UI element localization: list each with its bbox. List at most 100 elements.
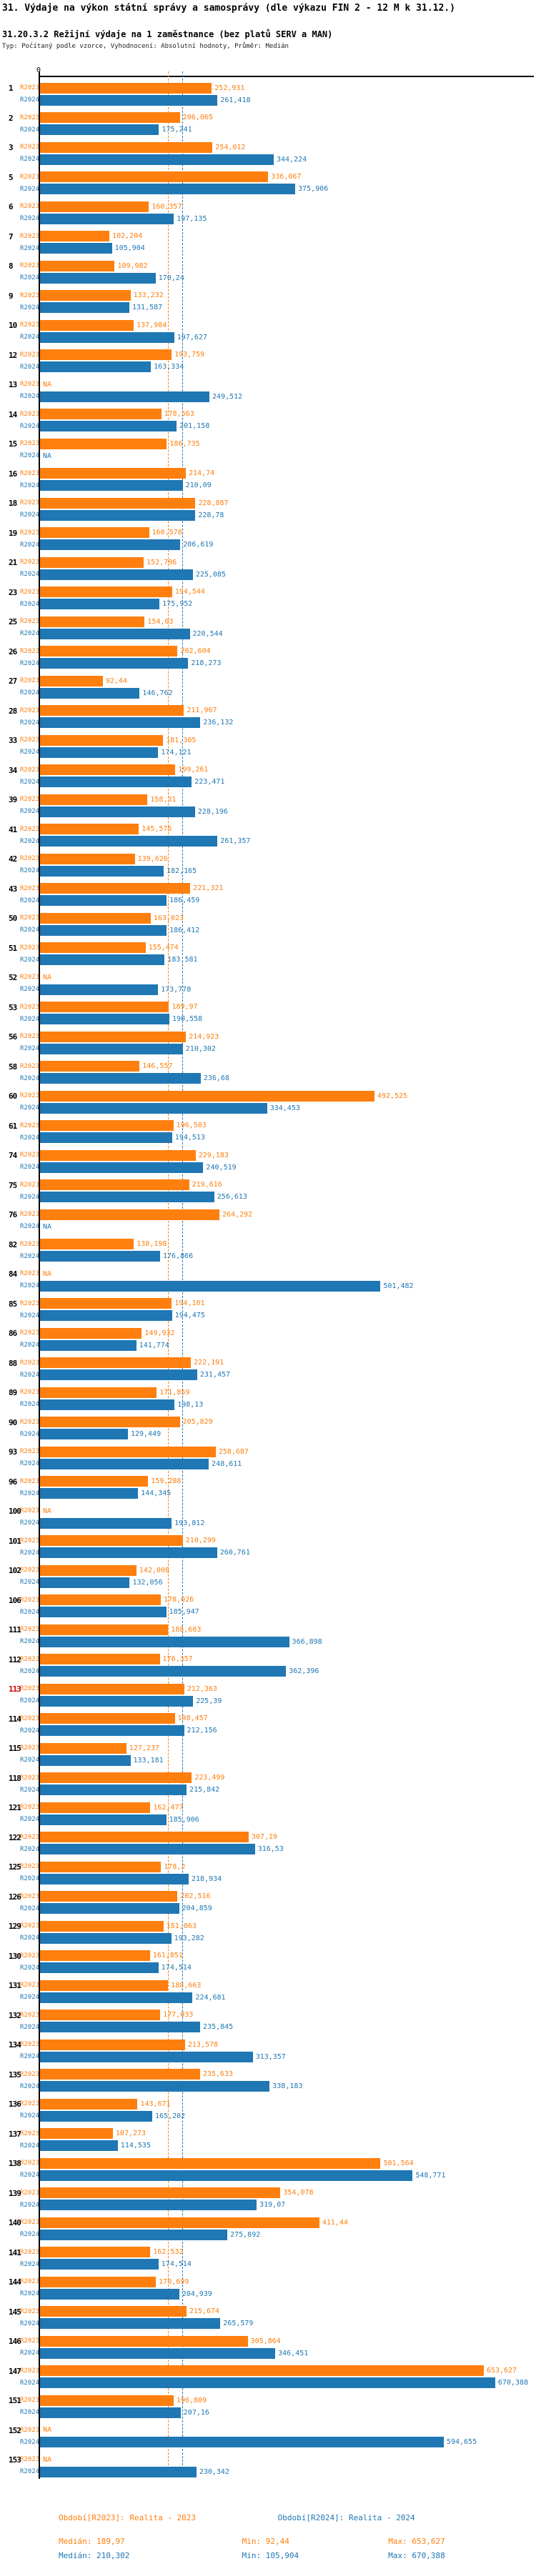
value-label-r2024: 334,453	[269, 1104, 300, 1112]
series-label-r2024: R2024	[20, 1845, 40, 1853]
series-label-r2023: R2023	[20, 1359, 40, 1367]
chart-group: 114 R2023 198,457 R2024 212,156	[0, 1708, 536, 1738]
series-label-r2023: R2023	[20, 1003, 40, 1011]
chart-group: 86 R2023 149,932 R2024 141,774	[0, 1322, 536, 1352]
chart-group: 51 R2023 155,474 R2024 183,581	[0, 937, 536, 967]
group-number: 141	[9, 2247, 21, 2257]
value-label-r2023: 188,663	[171, 1625, 202, 1634]
series-label-r2024: R2024	[20, 215, 40, 222]
axis-vertical-line	[39, 71, 40, 2479]
bar-row-r2024: R2024 173,778	[20, 984, 536, 996]
value-label-r2024: 105,904	[114, 244, 145, 252]
series-label-r2024: R2024	[20, 2172, 40, 2179]
bar-r2023	[40, 1920, 164, 1932]
bar-row-r2023: R2023 NA	[20, 1505, 536, 1517]
value-label-r2023: 155,474	[148, 944, 179, 952]
bar-r2024	[40, 509, 196, 521]
group-number: 152	[9, 2425, 21, 2435]
bar-row-r2024: R2024 344,224	[20, 154, 536, 166]
series-label-r2023: R2023	[20, 2426, 40, 2434]
chart-group: 115 R2023 127,237 R2024 133,181	[0, 1737, 536, 1767]
series-label-r2023: R2023	[20, 588, 40, 596]
series-label-r2024: R2024	[20, 2409, 40, 2416]
value-label-r2024: 223,471	[194, 778, 225, 786]
summary-stats: Medián: 189,97 Min: 92,44 Max: 653,627 M…	[0, 2537, 536, 2565]
bar-r2024	[40, 806, 195, 817]
bar-row-r2024: R2024 185,906	[20, 1814, 536, 1826]
chart-group: 3 R2023 254,012 R2024 344,224	[0, 136, 536, 166]
series-label-r2024: R2024	[20, 1252, 40, 1260]
series-label-r2024: R2024	[20, 808, 40, 815]
value-label-r2024: 316,53	[257, 1845, 284, 1853]
value-label-r2024: 230,342	[199, 2467, 229, 2476]
value-label-r2024: 228,78	[198, 511, 224, 519]
bar-row-r2023: R2023 264,292	[20, 1209, 536, 1221]
legend-r2024: Období[R2024]: Realita - 2024	[277, 2512, 415, 2522]
bar-r2023	[40, 260, 115, 271]
bar-r2024	[40, 124, 159, 135]
bar-r2023	[40, 734, 164, 746]
bar-row-r2024: R2024 197,135	[20, 213, 536, 225]
chart-group: 13 R2023 NA R2024 249,512	[0, 374, 536, 404]
series-label-r2023: R2023	[20, 2070, 40, 2078]
bar-row-r2023: R2023 235,633	[20, 2068, 536, 2080]
value-label-r2023: NA	[43, 2426, 52, 2434]
value-label-r2024: 210,09	[185, 481, 212, 489]
series-label-r2024: R2024	[20, 1074, 40, 1082]
series-label-r2023: R2023	[20, 203, 40, 210]
value-label-r2023: 177,033	[163, 2011, 194, 2019]
bar-row-r2024: R2024 228,196	[20, 806, 536, 818]
value-label-r2023: 212,363	[187, 1684, 217, 1693]
series-label-r2023: R2023	[20, 737, 40, 744]
bar-r2023	[40, 2335, 248, 2347]
bar-row-r2024: R2024 275,892	[20, 2229, 536, 2241]
bar-r2024	[40, 2466, 197, 2477]
bar-row-r2024: R2024 338,183	[20, 2080, 536, 2092]
bar-row-r2024: R2024 NA	[20, 1221, 536, 1233]
bar-r2023	[40, 2069, 200, 2080]
series-label-r2024: R2024	[20, 630, 40, 637]
chart-group: 50 R2023 163,023 R2024 186,412	[0, 907, 536, 937]
bar-row-r2024: R2024 256,613	[20, 1191, 536, 1203]
bar-row-r2023: R2023 205,829	[20, 1416, 536, 1428]
bar-row-r2023: R2023 307,19	[20, 1831, 536, 1843]
bar-r2023	[40, 409, 162, 419]
bar-row-r2024: R2024 198,13	[20, 1399, 536, 1411]
bar-row-r2024: R2024 174,514	[20, 2258, 536, 2270]
value-label-r2023: 109,982	[117, 261, 148, 270]
value-label-r2024: 212,156	[187, 1727, 217, 1734]
bar-r2024	[40, 895, 167, 906]
value-label-r2024: 338,183	[272, 2082, 303, 2090]
bar-r2024	[40, 1192, 214, 1202]
series-label-r2024: R2024	[20, 986, 40, 993]
value-label-r2023: 162,532	[153, 2248, 184, 2256]
value-label-r2024: 174,514	[161, 2260, 192, 2268]
series-label-r2024: R2024	[20, 2350, 40, 2357]
value-label-r2024: 218,934	[191, 1874, 222, 1883]
value-label-r2023: 178,2	[164, 1862, 186, 1871]
bar-r2024	[40, 599, 160, 609]
series-label-r2023: R2023	[20, 884, 40, 892]
series-label-r2023: R2023	[20, 1299, 40, 1307]
series-label-r2023: R2023	[20, 2130, 40, 2137]
value-label-r2024: 265,579	[223, 2320, 254, 2327]
bar-row-r2024: R2024 260,761	[20, 1547, 536, 1559]
bar-r2023	[40, 1031, 187, 1042]
group-number: 131	[9, 1981, 21, 1990]
series-label-r2024: R2024	[20, 156, 40, 163]
value-label-r2023: 222,191	[194, 1359, 224, 1367]
group-number: 75	[9, 1180, 17, 1190]
bar-r2023	[40, 675, 103, 687]
bar-r2024	[40, 1547, 217, 1558]
bar-r2023	[40, 438, 167, 449]
bar-row-r2024: R2024 220,544	[20, 628, 536, 640]
series-label-r2023: R2023	[20, 1833, 40, 1841]
value-label-r2023: 189,97	[172, 1003, 198, 1011]
bar-row-r2023: R2023 NA	[20, 972, 536, 984]
bar-row-r2024: R2024 207,16	[20, 2407, 536, 2419]
chart-group: 93 R2023 258,687 R2024 248,611	[0, 1441, 536, 1471]
stats-row-2023: Medián: 189,97 Min: 92,44 Max: 653,627	[59, 2537, 536, 2551]
chart-group: 56 R2023 214,923 R2024 210,302	[0, 1026, 536, 1056]
bar-r2024	[40, 2081, 270, 2092]
series-label-r2024: R2024	[20, 304, 40, 311]
